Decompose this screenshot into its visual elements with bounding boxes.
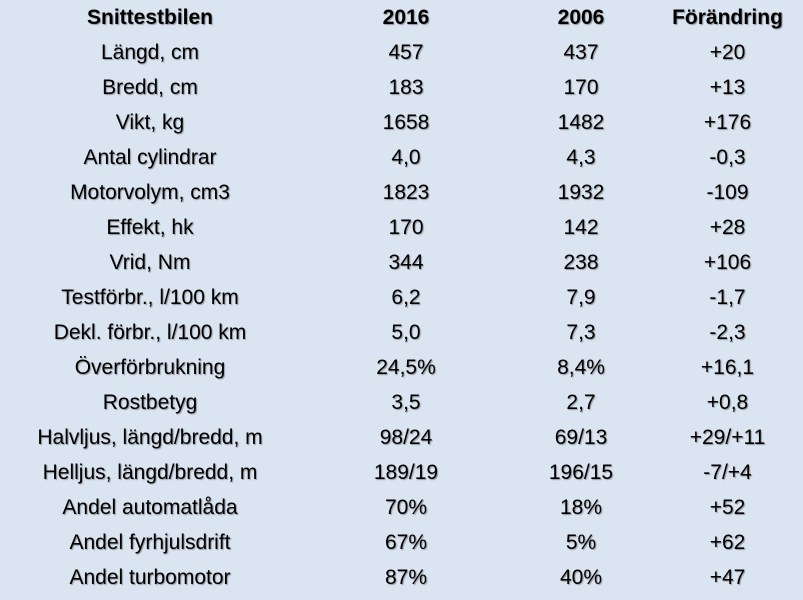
cell-2006: 7,3: [566, 321, 596, 344]
row-label: Dekl. förbr., l/100 km: [53, 321, 247, 344]
cell-2006: 40%: [559, 566, 603, 589]
row-label: Antal cylindrar: [83, 146, 217, 169]
cell-2016: 3,5: [391, 391, 421, 414]
cell-change: +28: [709, 216, 746, 239]
cell-2016: 457: [388, 41, 424, 64]
cell-change: +16,1: [700, 356, 755, 379]
cell-2016: 1658: [382, 111, 430, 134]
cell-2016: 24,5%: [376, 356, 436, 379]
header-2016: 2016: [382, 6, 430, 29]
row-label: Helljus, längd/bredd, m: [42, 461, 258, 484]
cell-change: +20: [709, 41, 746, 64]
cell-change: +52: [709, 496, 746, 519]
cell-change: +47: [709, 566, 746, 589]
header-2006: 2006: [557, 6, 605, 29]
cell-2006: 4,3: [566, 146, 596, 169]
cell-2016: 70%: [384, 496, 428, 519]
cell-change: +62: [709, 531, 746, 554]
cell-2016: 5,0: [391, 321, 421, 344]
cell-2006: 18%: [559, 496, 603, 519]
cell-2006: 1482: [557, 111, 605, 134]
row-label: Bredd, cm: [102, 76, 198, 99]
cell-change: +0,8: [706, 391, 749, 414]
row-label: Motorvolym, cm3: [70, 181, 230, 204]
row-label: Vikt, kg: [115, 111, 185, 134]
cell-change: -1,7: [709, 286, 746, 309]
row-label: Andel automatlåda: [62, 496, 238, 519]
cell-2006: 437: [563, 41, 599, 64]
cell-change: +13: [709, 76, 746, 99]
row-label: Andel turbomotor: [69, 566, 231, 589]
cell-2006: 7,9: [566, 286, 596, 309]
row-label: Vrid, Nm: [109, 251, 191, 274]
cell-2006: 238: [563, 251, 599, 274]
row-label: Överförbrukning: [74, 356, 226, 379]
cell-2006: 142: [563, 216, 599, 239]
cell-2016: 183: [388, 76, 424, 99]
cell-change: -0,3: [709, 146, 746, 169]
cell-2016: 98/24: [379, 426, 433, 449]
cell-2006: 2,7: [566, 391, 596, 414]
cell-2016: 1823: [382, 181, 430, 204]
cell-2006: 1932: [557, 181, 605, 204]
cell-change: -7/+4: [703, 461, 752, 484]
cell-2016: 170: [388, 216, 424, 239]
cell-2006: 69/13: [554, 426, 608, 449]
row-label: Längd, cm: [100, 41, 200, 64]
row-label: Andel fyrhjulsdrift: [69, 531, 231, 554]
cell-2006: 8,4%: [557, 356, 605, 379]
row-label: Testförbr., l/100 km: [61, 286, 239, 309]
cell-2006: 196/15: [548, 461, 614, 484]
row-label: Rostbetyg: [102, 391, 198, 414]
cell-change: -2,3: [709, 321, 746, 344]
cell-change: +176: [703, 111, 752, 134]
cell-2016: 67%: [384, 531, 428, 554]
cell-2006: 170: [563, 76, 599, 99]
cell-2016: 344: [388, 251, 424, 274]
row-label: Halvljus, längd/bredd, m: [37, 426, 263, 449]
row-label: Effekt, hk: [106, 216, 194, 239]
cell-change: +106: [703, 251, 752, 274]
cell-2016: 189/19: [373, 461, 439, 484]
header-label: Snittestbilen: [86, 6, 213, 29]
header-change: Förändring: [672, 6, 783, 29]
cell-2006: 5%: [565, 531, 597, 554]
cell-change: +29/+11: [689, 426, 766, 449]
cell-2016: 87%: [384, 566, 428, 589]
cell-2016: 6,2: [391, 286, 421, 309]
cell-change: -109: [706, 181, 749, 204]
cell-2016: 4,0: [391, 146, 421, 169]
